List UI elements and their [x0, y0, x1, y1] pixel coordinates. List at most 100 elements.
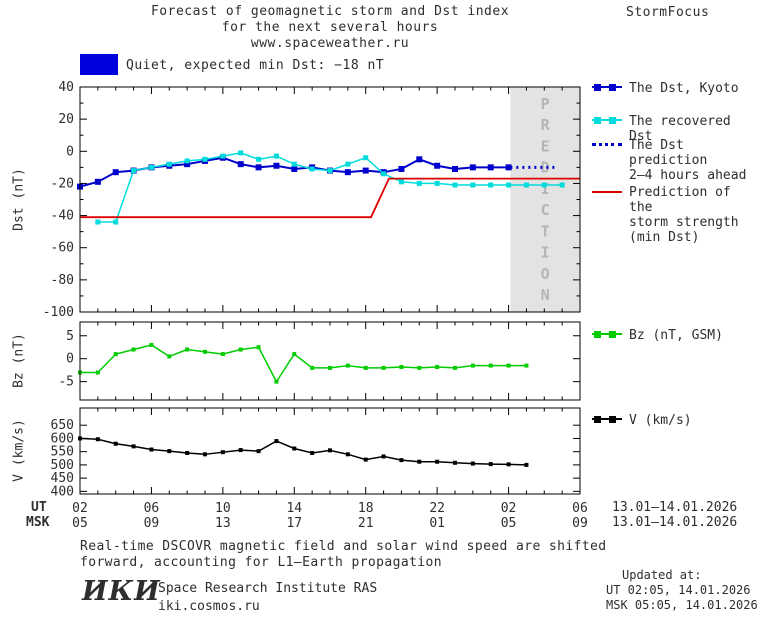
series-marker: [416, 156, 423, 163]
series-marker: [453, 460, 457, 465]
series-marker: [238, 347, 243, 352]
series-marker: [203, 452, 207, 457]
legend-swatch-line: [592, 191, 622, 193]
series-marker: [149, 447, 154, 452]
series-marker: [488, 363, 493, 368]
series-marker: [328, 365, 332, 370]
legend-label: The Dst, Kyoto: [629, 81, 739, 96]
prediction-band-letter: I: [541, 180, 550, 198]
series-marker: [238, 448, 243, 453]
series-marker: [292, 446, 297, 451]
panel-frame: [79, 321, 581, 401]
series-marker: [345, 452, 350, 457]
prediction-band-letter: D: [541, 159, 550, 177]
y-tick-label: 400: [51, 484, 74, 499]
dst-panel: 40 20 0 -20 -40 -60 -80 -100: [43, 80, 581, 320]
ut-tick-label: 22: [429, 501, 445, 516]
series-marker: [345, 363, 350, 368]
msk-caption: MSK: [26, 515, 50, 530]
legend-label: The recovered Dst: [629, 114, 731, 144]
ut-caption: UT: [31, 500, 47, 515]
series-marker: [273, 162, 280, 169]
series-marker: [256, 449, 261, 454]
legend-label: Bz (nT, GSM): [629, 328, 723, 343]
series-marker: [470, 363, 475, 368]
series-marker: [381, 365, 386, 370]
series-marker: [220, 450, 225, 455]
series-marker: [487, 164, 494, 171]
series-marker: [416, 180, 422, 186]
series-marker: [220, 352, 225, 357]
legend-item: The Dst, Kyoto: [592, 81, 739, 96]
series-marker: [309, 166, 315, 172]
y-tick-label: 0: [66, 144, 74, 159]
legend-swatch-line-square: [592, 413, 622, 425]
series-marker: [131, 168, 137, 174]
series-marker: [434, 162, 441, 169]
msk-tick-label: 05: [501, 516, 517, 531]
series-line: [79, 437, 527, 466]
brand-label: StormFocus: [626, 5, 710, 20]
y-tick-label: -40: [51, 209, 74, 224]
series-marker: [291, 165, 298, 172]
series-marker: [203, 349, 207, 354]
series-marker: [256, 345, 261, 350]
series-marker: [435, 364, 440, 369]
series-marker: [184, 161, 191, 168]
msk-date-range: 13.01–14.01.2026: [612, 515, 738, 530]
legend-label: Prediction of the storm strength (min Dst): [629, 185, 739, 245]
ut-tick-label: 10: [215, 501, 231, 516]
msk-tick-label: 05: [72, 516, 88, 531]
series-marker: [94, 178, 101, 185]
series-marker: [112, 169, 119, 176]
legend-item: The Dst prediction 2–4 hours ahead: [592, 138, 760, 183]
y-tick-label: -100: [43, 305, 74, 320]
y-tick-label: 20: [58, 112, 74, 127]
legend-swatch-line-square: [592, 81, 622, 93]
institute-name: Space Research Institute RAS: [158, 581, 378, 596]
series-marker: [435, 459, 440, 464]
series-marker: [469, 164, 476, 171]
series-marker: [256, 156, 262, 162]
series-marker: [113, 219, 119, 225]
series-marker: [327, 168, 333, 174]
series-marker: [363, 457, 368, 462]
series-marker: [274, 439, 279, 444]
prediction-band: [510, 87, 580, 312]
series-marker: [399, 458, 404, 463]
iki-logo: ИКИ: [82, 576, 161, 607]
series-line: [80, 344, 527, 384]
msk-tick-label: 09: [144, 516, 160, 531]
series-marker: [470, 182, 476, 188]
series-marker: [148, 164, 154, 170]
y-tick-label: 650: [51, 418, 74, 433]
dst-axis-label: Dst (nT): [11, 168, 27, 231]
panel-frame: [79, 86, 581, 313]
ut-date-range: 13.01–14.01.2026: [612, 500, 738, 515]
prediction-band-letter: O: [541, 265, 550, 283]
y-tick-label: 600: [51, 431, 74, 446]
quiet-level-swatch: [80, 54, 118, 75]
bz-panel: 5 0 -5: [58, 321, 581, 401]
series-marker: [559, 182, 565, 188]
prediction-band-letter: P: [541, 95, 550, 113]
series-marker: [273, 153, 279, 159]
updated-ut: UT 02:05, 14.01.2026: [606, 583, 751, 597]
legend-item: Prediction of the storm strength (min Dst): [592, 185, 760, 245]
series-marker: [363, 155, 369, 161]
series-marker: [434, 180, 440, 186]
series-marker: [202, 156, 208, 162]
updated-label: Updated at:: [622, 568, 702, 582]
series-marker: [167, 354, 172, 359]
series-marker: [417, 365, 422, 370]
series-line: [80, 177, 580, 219]
prediction-band-letter: N: [541, 286, 550, 304]
prediction-band-letter: T: [541, 222, 550, 240]
v-axis-label: V (km/s): [11, 419, 27, 482]
series-marker: [399, 364, 404, 369]
series-marker: [255, 164, 262, 171]
msk-tick-label: 21: [358, 516, 374, 531]
series-marker: [113, 352, 118, 357]
